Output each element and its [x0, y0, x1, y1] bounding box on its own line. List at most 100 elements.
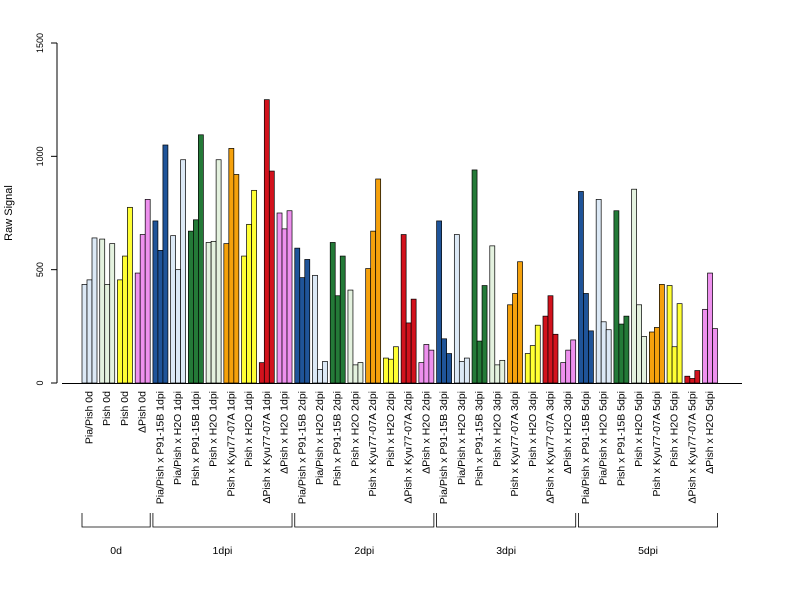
bar — [636, 304, 642, 384]
bar — [410, 298, 417, 384]
category-label: Pia/Pish x P91-15B 1dpi — [154, 391, 166, 504]
bar — [605, 329, 612, 384]
category-label: ΔPish 0d — [137, 391, 149, 433]
group-bracket — [578, 513, 718, 528]
bar — [375, 178, 382, 384]
bar — [649, 331, 655, 384]
bar — [91, 237, 98, 384]
category-label: Pish x P91-15B 1dpi — [190, 391, 202, 486]
bar — [441, 338, 447, 384]
category-label: Pia/Pish x P91-15B 3dpi — [438, 391, 450, 504]
bar — [463, 357, 470, 384]
bar — [109, 243, 116, 384]
bar — [534, 324, 541, 384]
bar — [162, 144, 169, 384]
bar — [241, 255, 247, 384]
bar — [712, 328, 718, 384]
category-label: Pish x H2O 2dpi — [349, 391, 361, 467]
bar — [251, 189, 257, 384]
group-bracket — [81, 513, 151, 528]
group-bracket — [294, 513, 435, 528]
group-bracket — [152, 513, 293, 528]
y-tick-label: 500 — [35, 262, 45, 277]
category-label: ΔPish x H2O 5dpi — [704, 391, 716, 474]
bar — [542, 315, 549, 384]
category-label: Pish x P91-15B 2dpi — [332, 391, 344, 486]
bar — [393, 346, 399, 384]
y-tick-label: 1000 — [35, 146, 45, 166]
category-label: ΔPish x H2O 1dpi — [279, 391, 291, 474]
bar — [329, 242, 336, 384]
bar — [86, 279, 93, 384]
y-tick-label: 0 — [35, 380, 45, 385]
bar — [529, 345, 536, 384]
bar — [134, 272, 141, 384]
category-label: Pish 0d — [101, 391, 113, 426]
bar — [631, 188, 637, 384]
bar — [676, 303, 683, 384]
category-label: ΔPish x Kyu77-07A 1dpi — [261, 391, 273, 504]
labels-layer: Pia/Pish 0d Pish 0d Pish 0d ΔPish 0d 0d Pia/P… — [81, 391, 718, 557]
bar — [578, 191, 584, 384]
category-label: Pish x Kyu77-07A 3dpi — [509, 391, 521, 497]
bar — [499, 359, 506, 384]
category-label: ΔPish x Kyu77-07A 2dpi — [403, 391, 415, 504]
bar — [507, 304, 513, 384]
category-label: Pish x H2O 3dpi — [527, 391, 539, 467]
bar — [689, 378, 696, 384]
bar — [233, 174, 240, 384]
bar — [258, 362, 265, 384]
bar — [436, 220, 442, 384]
category-label: Pish x P91-15B 5dpi — [615, 391, 627, 486]
group-label: 2dpi — [354, 545, 374, 557]
category-label: Pish x Kyu77-07A 2dpi — [367, 391, 379, 497]
bar — [228, 148, 235, 384]
bar — [552, 333, 559, 384]
bar — [152, 220, 159, 384]
category-label: Pia/Pish x H2O 2dpi — [314, 391, 326, 485]
bar — [595, 199, 602, 384]
category-label: Pia/Pish x P91-15B 5dpi — [580, 391, 592, 504]
bar — [666, 285, 673, 384]
category-label: Pish x Kyu77-07A 1dpi — [225, 391, 237, 497]
bar — [446, 353, 452, 384]
bar — [547, 295, 554, 384]
category-label: Pish x Kyu77-07A 5dpi — [651, 391, 663, 497]
bar — [268, 170, 275, 384]
category-label: Pish x H2O 2dpi — [385, 391, 397, 467]
bar — [276, 212, 283, 384]
bar — [317, 369, 323, 384]
category-label: ΔPish x Kyu77-07A 5dpi — [686, 391, 698, 504]
bar — [517, 261, 523, 384]
category-label: Pish 0d — [119, 391, 131, 426]
axes-layer: 0 500 1000 1500 — [35, 33, 742, 386]
bar — [157, 250, 164, 384]
category-label: Pia/Pish x P91-15B 2dpi — [296, 391, 308, 504]
bar — [560, 362, 567, 384]
category-label: Pish x P91-15B 3dpi — [474, 391, 486, 486]
bar — [198, 134, 204, 384]
bar — [99, 238, 106, 384]
bar — [263, 99, 270, 384]
bar — [175, 269, 181, 384]
bar — [205, 242, 212, 384]
bar — [144, 199, 151, 384]
bar — [400, 234, 407, 384]
bar — [299, 277, 306, 384]
bar — [117, 279, 123, 384]
bar — [81, 284, 88, 384]
category-label: Pish x H2O 3dpi — [491, 391, 503, 467]
category-label: Pish x H2O 1dpi — [208, 391, 220, 467]
category-label: Pish x H2O 5dpi — [633, 391, 645, 467]
category-label: Pish x H2O 1dpi — [243, 391, 255, 467]
bar — [471, 169, 478, 384]
category-label: Pish x H2O 5dpi — [669, 391, 681, 467]
bar — [423, 344, 430, 384]
bar — [476, 340, 483, 384]
bar — [210, 240, 217, 384]
bars-layer — [81, 99, 718, 384]
group-label: 5dpi — [638, 545, 658, 557]
bar — [524, 353, 531, 384]
bar — [671, 346, 678, 384]
